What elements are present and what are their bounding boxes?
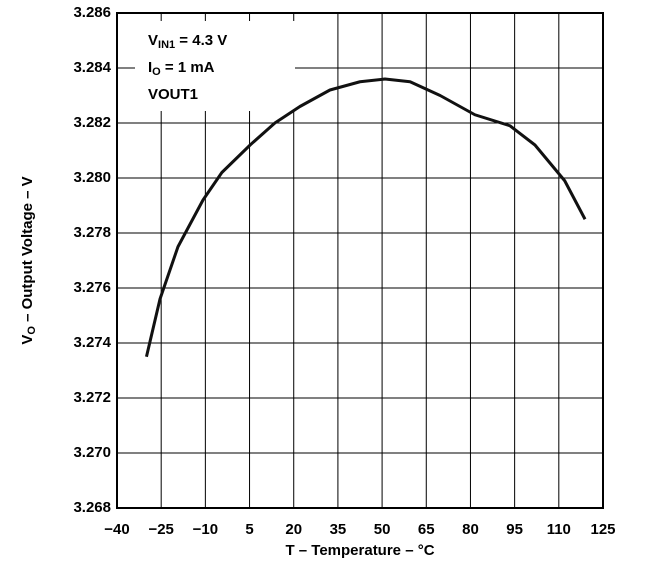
- x-tick-label: 80: [462, 521, 479, 538]
- y-axis-label: VO – Output Voltage – V: [19, 176, 38, 344]
- x-tick-label: 110: [547, 521, 571, 538]
- annotation: IO = 1 mA: [148, 59, 215, 78]
- y-tick-label: 3.284: [73, 59, 111, 76]
- y-tick-label: 3.268: [73, 499, 111, 516]
- annotation-main: I: [148, 59, 152, 76]
- annotation: VOUT1: [148, 86, 198, 103]
- annotation-rest: = 4.3 V: [175, 32, 227, 49]
- y-axis-label-main: V: [19, 335, 36, 345]
- annotation-main: VOUT1: [148, 86, 198, 103]
- x-tick-label: −40: [104, 521, 129, 538]
- y-tick-label: 3.280: [73, 169, 111, 186]
- x-tick-label: 50: [374, 521, 391, 538]
- x-tick-label: −25: [148, 521, 173, 538]
- x-tick-label: 35: [330, 521, 347, 538]
- x-tick-label: 20: [285, 521, 302, 538]
- x-tick-label: 65: [418, 521, 435, 538]
- annotation: VIN1 = 4.3 V: [148, 32, 227, 51]
- y-axis-label-rest: – Output Voltage – V: [19, 176, 36, 326]
- annotation-box: [135, 21, 295, 111]
- plot-frame: [116, 12, 604, 509]
- y-tick-label: 3.278: [73, 224, 111, 241]
- y-axis-label-sub: O: [26, 326, 38, 335]
- y-tick-label: 3.282: [73, 114, 111, 131]
- annotation-main: V: [148, 32, 158, 49]
- x-axis-label: T – Temperature – °C: [285, 542, 434, 559]
- y-tick-label: 3.276: [73, 279, 111, 296]
- x-tick-label: 125: [590, 521, 615, 538]
- x-tick-label: −10: [193, 521, 218, 538]
- y-tick-label: 3.286: [73, 4, 111, 21]
- x-tick-label: 95: [506, 521, 523, 538]
- y-tick-label: 3.272: [73, 389, 111, 406]
- x-tick-label: 5: [245, 521, 253, 538]
- data-line: [144, 77, 587, 358]
- y-tick-label: 3.270: [73, 444, 111, 461]
- annotation-sub: O: [152, 66, 161, 78]
- annotation-rest: = 1 mA: [161, 59, 215, 76]
- y-tick-label: 3.274: [73, 334, 111, 351]
- annotation-sub: IN1: [158, 39, 175, 51]
